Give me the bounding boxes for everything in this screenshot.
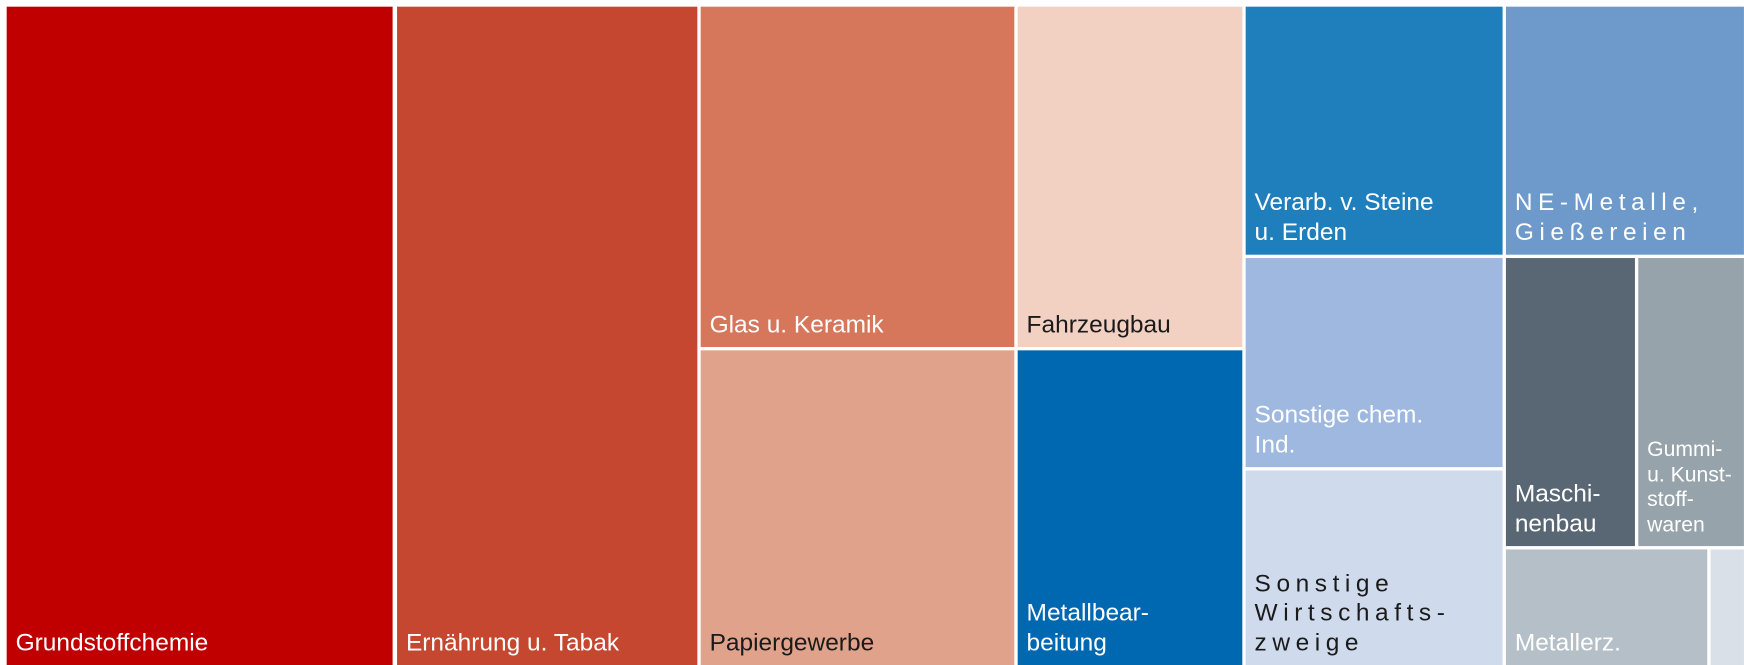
tile-label: Glas u. Keramik	[709, 310, 884, 339]
tile-label: Sonstige chem. Ind.	[1254, 400, 1424, 459]
tile-label: Metallerz.	[1514, 628, 1621, 657]
tile: Gummi- u. Kunst- stoff- waren	[1638, 258, 1744, 547]
tile-label: Maschi- nenbau	[1514, 479, 1601, 538]
tile: Glas u. Keramik	[700, 6, 1015, 348]
tile: Sonstige chem. Ind.	[1245, 258, 1503, 468]
tile-label: Sonstige Wirtschafts- zweige	[1254, 568, 1451, 657]
tile-label: NE-Metalle, Gießereien	[1514, 188, 1704, 246]
tile-label: Grundstoffchemie	[15, 628, 209, 657]
tile: Papiergewerbe	[700, 350, 1015, 665]
tile: Metallbear- beitung	[1017, 350, 1243, 665]
tile	[1710, 549, 1744, 665]
tile-label: Fahrzeugbau	[1026, 310, 1171, 339]
tile: Verarb. v. Steine u. Erden	[1245, 6, 1503, 255]
tile: Sonstige Wirtschafts- zweige	[1245, 470, 1503, 665]
tile: Fahrzeugbau	[1017, 6, 1243, 348]
tile-label: Gummi- u. Kunst- stoff- waren	[1647, 437, 1732, 538]
tile: Metallerz.	[1505, 549, 1708, 665]
tile-label: Papiergewerbe	[709, 628, 875, 657]
tile: Ernährung u. Tabak	[397, 6, 698, 665]
tile: Maschi- nenbau	[1505, 258, 1635, 547]
tile-label: Metallbear- beitung	[1026, 598, 1149, 657]
tile: Grundstoffchemie	[6, 6, 393, 665]
tile: NE-Metalle, Gießereien	[1505, 6, 1744, 255]
tile-label: Ernährung u. Tabak	[405, 628, 620, 657]
tile-label: Verarb. v. Steine u. Erden	[1254, 188, 1434, 246]
